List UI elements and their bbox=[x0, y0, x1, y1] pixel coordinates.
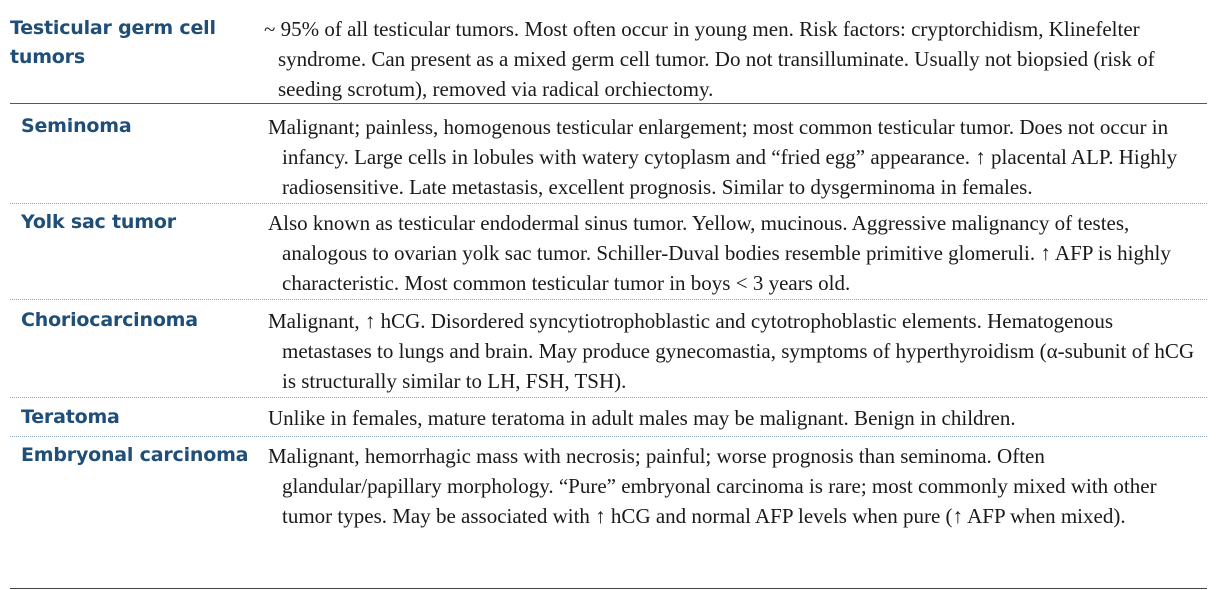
row-description: Also known as testicular endodermal sinu… bbox=[268, 211, 1171, 295]
row-description: ~ 95% of all testicular tumors. Most oft… bbox=[264, 17, 1155, 101]
row-term: Seminoma bbox=[21, 115, 132, 137]
row-divider bbox=[10, 397, 1207, 398]
row-term: Embryonal carcinoma bbox=[21, 444, 249, 466]
row-description: Malignant, hemorrhagic mass with necrosi… bbox=[268, 444, 1157, 528]
row-term: Testicular germ cell tumors bbox=[10, 17, 216, 68]
row-description: Unlike in females, mature teratoma in ad… bbox=[268, 406, 1016, 430]
row-description: Malignant, ↑ hCG. Disordered syncytiotro… bbox=[268, 309, 1195, 393]
row-term: Teratoma bbox=[21, 406, 120, 428]
row-divider bbox=[10, 299, 1207, 300]
row-term: Choriocarcinoma bbox=[21, 309, 198, 331]
row-divider bbox=[10, 436, 1207, 437]
row-divider bbox=[10, 203, 1207, 204]
germ-cell-tumor-table: Testicular germ cell tumors ~ 95% of all… bbox=[10, 0, 1207, 590]
row-description: Malignant; painless, homogenous testicul… bbox=[268, 115, 1178, 199]
row-term: Yolk sac tumor bbox=[21, 211, 176, 233]
table-bottom-rule bbox=[10, 588, 1207, 589]
row-divider bbox=[10, 103, 1207, 104]
